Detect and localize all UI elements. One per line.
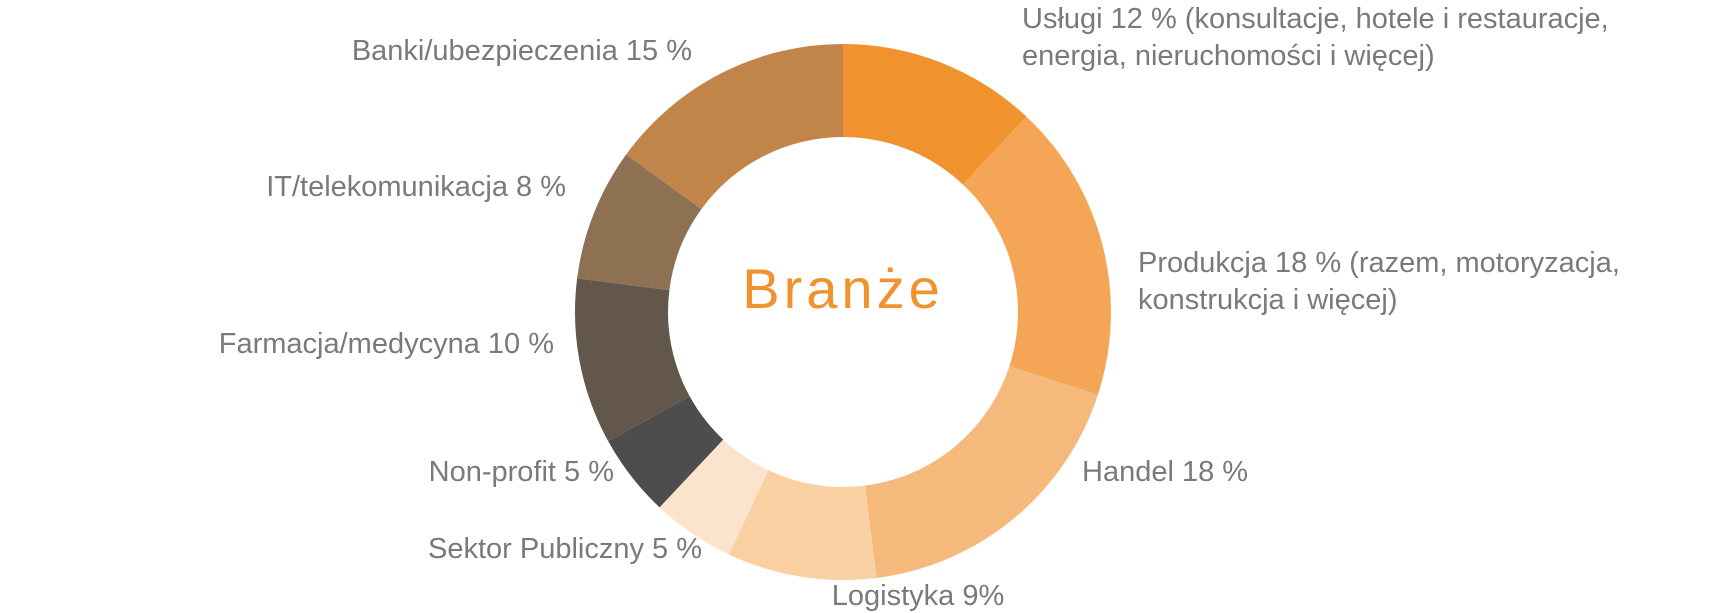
slice-label-3: Handel 18 %	[1082, 456, 1248, 488]
slice-label-5: Sektor Publiczny 5 %	[428, 533, 702, 565]
pie-slice-1	[843, 44, 1027, 185]
slice-label-line: Sektor Publiczny 5 %	[428, 533, 702, 565]
slice-label-line: Non-profit 5 %	[429, 456, 614, 488]
pie-slice-6	[608, 396, 724, 508]
slice-label-9: Banki/ubezpieczenia 15 %	[352, 35, 692, 67]
chart-title: Branże	[742, 257, 943, 320]
slice-label-6: Non-profit 5 %	[429, 456, 614, 488]
chart-slices	[575, 44, 1111, 580]
pie-slice-9	[626, 44, 843, 210]
slice-label-line: Farmacja/medycyna 10 %	[219, 328, 554, 360]
slice-label-line: Usługi 12 % (konsultacje, hotele i resta…	[1022, 3, 1609, 35]
slice-label-7: Farmacja/medycyna 10 %	[219, 328, 554, 360]
slice-label-line: konstrukcja i więcej)	[1138, 284, 1397, 316]
slice-label-1: Usługi 12 % (konsultacje, hotele i resta…	[1022, 3, 1609, 72]
slice-label-8: IT/telekomunikacja 8 %	[266, 171, 566, 203]
slice-label-line: Handel 18 %	[1082, 456, 1248, 488]
slice-label-4: Logistyka 9%	[832, 580, 1005, 612]
slice-label-line: IT/telekomunikacja 8 %	[266, 171, 566, 203]
slice-label-2: Produkcja 18 % (razem, motoryzacja, konst…	[1138, 247, 1620, 316]
pie-slice-8	[577, 154, 702, 291]
slice-label-line: Logistyka 9%	[832, 580, 1005, 612]
pie-slice-3	[864, 366, 1098, 578]
slice-label-line: energia, nieruchomości i więcej)	[1022, 40, 1435, 72]
pie-slice-4	[728, 470, 877, 580]
slice-label-line: Banki/ubezpieczenia 15 %	[352, 35, 692, 67]
pie-slice-7	[575, 278, 690, 442]
slice-label-line: Produkcja 18 % (razem, motoryzacja,	[1138, 247, 1620, 279]
chart-labels: Usługi 12 % (konsultacje, hotele i resta…	[219, 3, 1620, 612]
pie-slice-2	[962, 116, 1111, 395]
pie-slice-5	[659, 439, 769, 555]
